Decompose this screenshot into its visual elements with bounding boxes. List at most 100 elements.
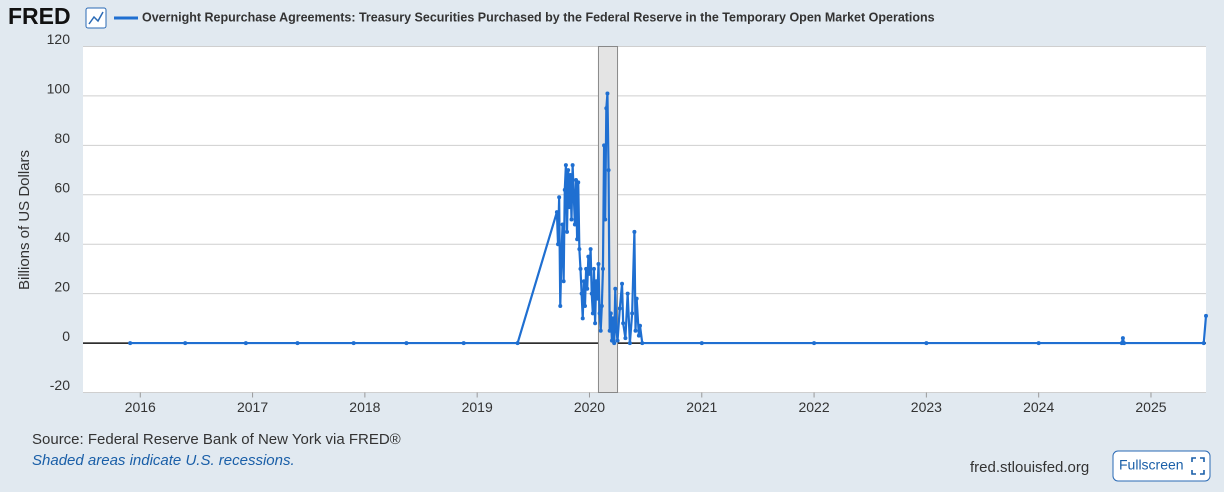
x-tick-label: 2017 (237, 399, 268, 415)
x-tick-label: 2024 (1023, 399, 1054, 415)
legend-label: Overnight Repurchase Agreements: Treasur… (142, 10, 935, 24)
data-point (632, 229, 637, 234)
data-point (558, 304, 563, 308)
logo-icon-line (88, 11, 104, 25)
data-point (623, 336, 628, 341)
logo: FRED (8, 3, 71, 29)
data-point (638, 323, 643, 328)
data-point (604, 106, 609, 111)
y-tick-label: 100 (47, 81, 71, 97)
y-tick-label: 40 (54, 229, 70, 245)
data-point (611, 316, 616, 321)
data-point (590, 311, 595, 316)
data-point (636, 333, 641, 338)
data-point (566, 168, 571, 173)
data-point (615, 338, 620, 343)
plot (83, 46, 1208, 398)
data-point (584, 266, 589, 271)
button-icon[interactable] (1191, 457, 1205, 475)
y-axis-label: Billions of US Dollars (16, 150, 33, 290)
data-point (1201, 341, 1206, 346)
button-label[interactable]: Fullscreen (1119, 457, 1184, 473)
x-tick-label: 2016 (125, 399, 156, 415)
data-point (557, 195, 562, 200)
data-point (1122, 341, 1127, 346)
y-tick-label: 20 (54, 278, 70, 294)
data-point (569, 217, 574, 222)
y-tick-label: 60 (54, 179, 70, 195)
data-point (571, 192, 576, 197)
data-point (596, 261, 601, 266)
y-tick-label: 80 (54, 130, 70, 146)
button-frame[interactable] (1112, 450, 1211, 482)
data-point (602, 143, 607, 148)
y-tick-label: 120 (47, 31, 71, 47)
source: Source: Federal Reserve Bank of New York… (32, 431, 401, 448)
data-point (128, 341, 133, 346)
data-point (924, 341, 929, 346)
data-point (1036, 341, 1041, 346)
data-point (404, 341, 409, 346)
data-point (598, 328, 603, 333)
data-point (461, 341, 466, 346)
data-point (585, 286, 590, 291)
data-point (614, 328, 619, 333)
data-point (640, 341, 645, 346)
note: Shaded areas indicate U.S. recessions. (32, 452, 295, 469)
data-point (586, 254, 591, 259)
data-point (351, 341, 356, 346)
data-point (570, 163, 575, 168)
data-point (597, 311, 602, 316)
plot-area (83, 46, 1206, 393)
x-tick-label: 2020 (574, 399, 605, 415)
data-point (565, 229, 570, 234)
data-point (575, 237, 580, 242)
data-point (812, 341, 817, 346)
data-point (1120, 336, 1125, 341)
data-point (559, 254, 564, 259)
data-point (612, 341, 617, 346)
data-point (591, 266, 596, 271)
data-point (617, 306, 622, 311)
data-point (625, 291, 630, 296)
data-point (633, 328, 638, 333)
data-point (608, 311, 613, 316)
x-tick-label: 2022 (798, 399, 829, 415)
data-point (515, 341, 520, 346)
data-point (613, 286, 618, 291)
data-point (561, 279, 566, 284)
data-point (562, 187, 567, 192)
x-tick-label: 2018 (349, 399, 380, 415)
data-point (554, 210, 559, 215)
data-point (579, 291, 584, 296)
data-point (568, 173, 573, 178)
x-tick-label: 2025 (1135, 399, 1166, 415)
data-point (556, 242, 561, 247)
data-point (606, 168, 611, 173)
data-point (594, 279, 599, 284)
data-point (620, 281, 625, 286)
data-point (560, 222, 565, 227)
y-tick-label: 0 (62, 328, 70, 344)
data-point (605, 91, 610, 96)
data-point (621, 321, 626, 326)
x-tick-label: 2023 (911, 399, 942, 415)
data-point (581, 279, 586, 284)
fullscreen-button[interactable]: Fullscreen (1112, 450, 1211, 482)
data-point (627, 341, 632, 346)
data-point (1204, 313, 1208, 318)
data-point (630, 311, 635, 316)
data-point (593, 321, 598, 326)
data-point (634, 296, 639, 301)
y-tick-label: -20 (50, 377, 70, 393)
data-point (607, 328, 612, 333)
data-point (243, 341, 248, 346)
data-point (588, 247, 593, 252)
data-point (699, 341, 704, 346)
data-point (599, 304, 604, 308)
data-point (295, 341, 300, 346)
x-tick-label: 2019 (462, 399, 493, 415)
data-point (600, 266, 605, 271)
data-point (183, 341, 188, 346)
